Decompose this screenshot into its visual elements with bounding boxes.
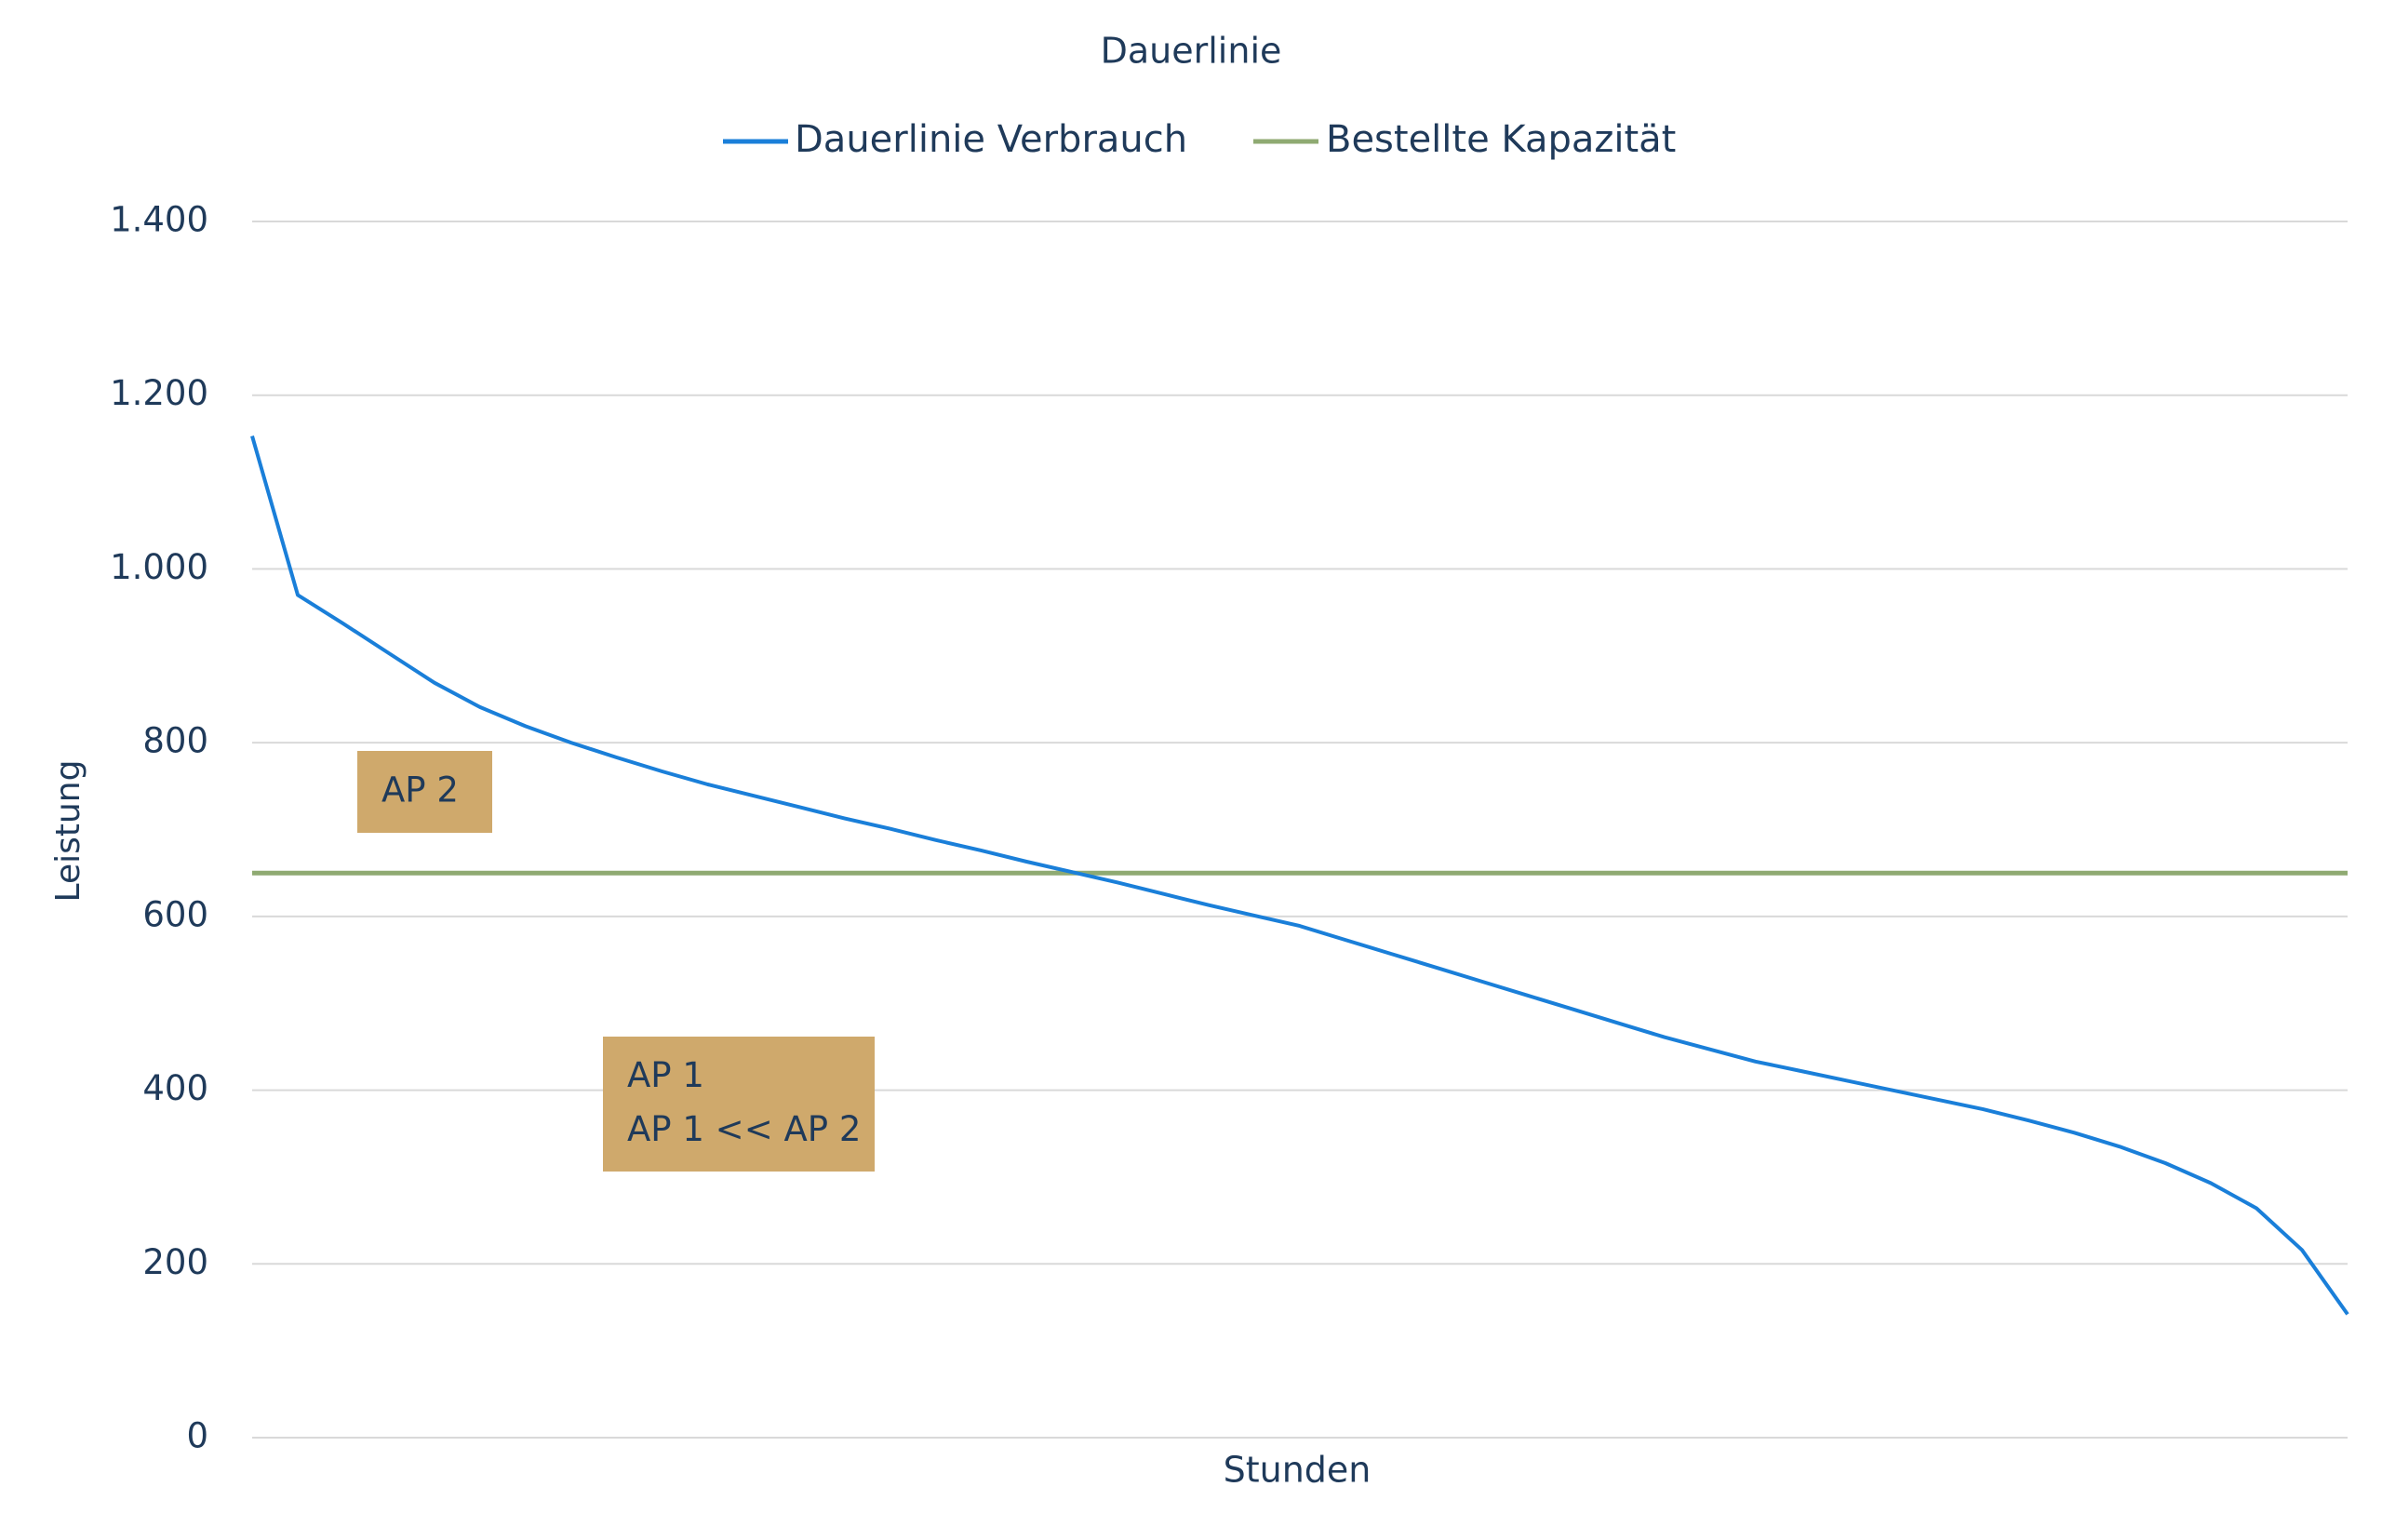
series-line <box>250 435 2349 1316</box>
annotation-text: AP 2 <box>381 770 459 810</box>
y-tick-label: 0 <box>186 1416 208 1456</box>
y-tick-label: 200 <box>142 1242 208 1282</box>
y-axis-title: Leistung <box>49 760 87 903</box>
y-tick-label: 800 <box>142 721 208 761</box>
legend-label: Bestellte Kapazität <box>1326 118 1676 161</box>
y-tick-label: 400 <box>142 1068 208 1108</box>
annotation-text: AP 1 << AP 2 <box>627 1109 861 1149</box>
annotation-text: AP 1 <box>627 1055 704 1095</box>
annotation-box <box>357 751 492 833</box>
chart-title: Dauerlinie <box>1101 31 1282 72</box>
annotation-box <box>603 1037 875 1172</box>
x-axis-title: Stunden <box>1224 1450 1372 1491</box>
y-tick-label: 1.000 <box>110 547 208 587</box>
y-tick-label: 1.200 <box>110 373 208 413</box>
y-tick-label: 600 <box>142 894 208 934</box>
y-tick-label: 1.400 <box>110 200 208 240</box>
legend-label: Dauerlinie Verbrauch <box>795 118 1187 161</box>
